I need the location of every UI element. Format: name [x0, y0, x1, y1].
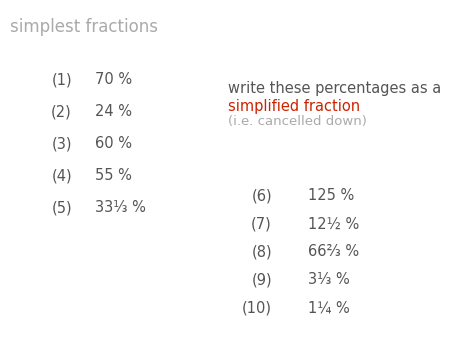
Text: 3⅓ %: 3⅓ % [308, 272, 350, 288]
Text: (10): (10) [242, 301, 272, 315]
Text: (8): (8) [251, 245, 272, 259]
Text: (6): (6) [251, 189, 272, 203]
Text: (1): (1) [51, 73, 72, 88]
Text: (4): (4) [51, 169, 72, 183]
Text: simplest fractions: simplest fractions [10, 18, 158, 36]
Text: 33⅓ %: 33⅓ % [95, 201, 146, 215]
Text: (7): (7) [251, 216, 272, 232]
Text: (i.e. cancelled down): (i.e. cancelled down) [228, 115, 367, 128]
Text: (5): (5) [51, 201, 72, 215]
Text: (2): (2) [51, 105, 72, 119]
Text: (3): (3) [52, 137, 72, 151]
Text: (9): (9) [251, 272, 272, 288]
Text: 12½ %: 12½ % [308, 216, 359, 232]
Text: simplified fraction: simplified fraction [228, 99, 360, 113]
Text: 55 %: 55 % [95, 169, 132, 183]
Text: 24 %: 24 % [95, 105, 132, 119]
Text: 70 %: 70 % [95, 73, 132, 88]
Text: 66⅔ %: 66⅔ % [308, 245, 359, 259]
Text: 60 %: 60 % [95, 137, 132, 151]
Text: 125 %: 125 % [308, 189, 354, 203]
Text: write these percentages as a: write these percentages as a [228, 81, 441, 95]
Text: 1¼ %: 1¼ % [308, 301, 350, 315]
